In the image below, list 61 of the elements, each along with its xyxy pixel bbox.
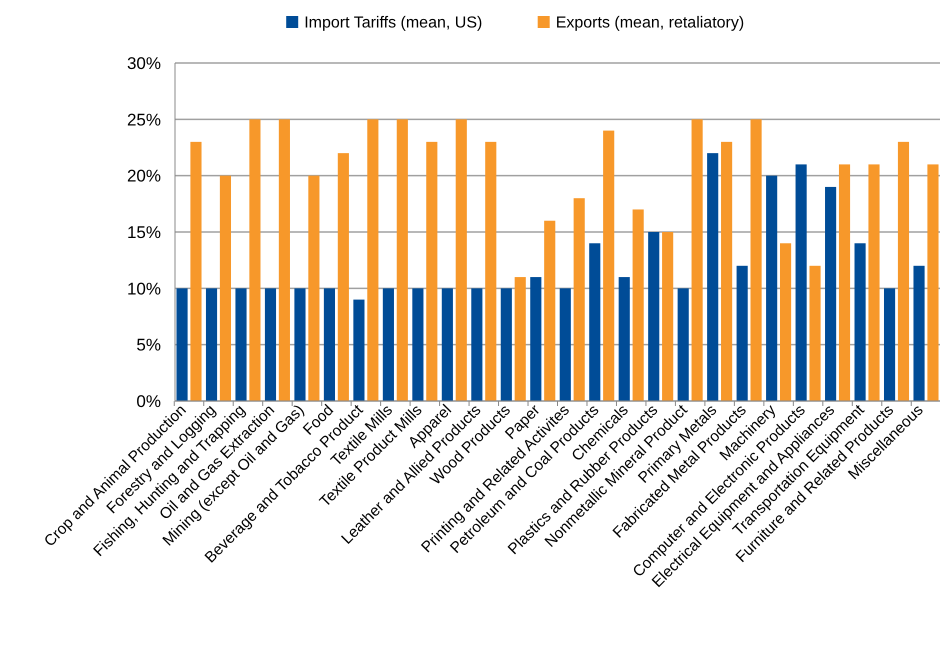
y-tick-label: 20% <box>126 166 161 186</box>
bar <box>294 288 306 401</box>
bar <box>500 288 512 401</box>
bar <box>353 300 364 401</box>
bar <box>796 164 807 401</box>
bar <box>736 266 748 401</box>
bar <box>707 153 718 401</box>
bar <box>884 288 896 401</box>
bar <box>589 243 600 401</box>
bar <box>338 153 349 401</box>
bar <box>618 277 630 401</box>
bar <box>678 288 689 401</box>
bar <box>206 288 218 401</box>
bar <box>382 288 394 401</box>
bar <box>235 288 247 401</box>
bar <box>442 288 453 401</box>
bar <box>530 277 542 401</box>
bar <box>264 288 276 401</box>
bar <box>471 288 482 401</box>
bar <box>913 266 925 401</box>
bar <box>750 119 762 401</box>
bar <box>838 164 850 401</box>
bar <box>868 164 880 401</box>
bar <box>456 119 467 401</box>
bar <box>766 176 778 401</box>
bar <box>278 119 290 401</box>
bar <box>308 176 320 401</box>
bar <box>721 142 732 401</box>
bar <box>412 288 424 401</box>
bar <box>825 186 836 401</box>
bar <box>632 209 644 401</box>
y-tick-label: 0% <box>136 392 161 411</box>
bar <box>514 277 526 401</box>
bar <box>324 288 336 401</box>
legend-label: Exports (mean, retaliatory) <box>556 14 744 32</box>
bar <box>603 130 614 401</box>
bar <box>560 288 571 401</box>
bar <box>190 142 202 401</box>
bar <box>809 266 821 401</box>
bar <box>367 119 378 401</box>
bar <box>692 119 703 401</box>
bar <box>220 176 232 401</box>
bar <box>544 220 556 401</box>
y-tick-label: 5% <box>136 336 161 355</box>
bar <box>396 119 408 401</box>
legend-label: Import Tariffs (mean, US) <box>304 14 482 32</box>
bar <box>176 288 188 401</box>
y-tick-label: 25% <box>126 110 161 130</box>
bar <box>927 164 939 401</box>
bar <box>648 232 660 401</box>
bar <box>780 243 792 401</box>
bar <box>426 142 438 401</box>
bar <box>662 232 674 401</box>
y-tick-label: 15% <box>126 222 161 242</box>
bar <box>574 198 585 401</box>
y-tick-label: 10% <box>126 279 161 298</box>
bar <box>898 142 910 401</box>
bar <box>485 142 496 401</box>
bar <box>249 119 260 401</box>
y-tick-label: 30% <box>126 54 161 73</box>
bar <box>854 243 866 401</box>
